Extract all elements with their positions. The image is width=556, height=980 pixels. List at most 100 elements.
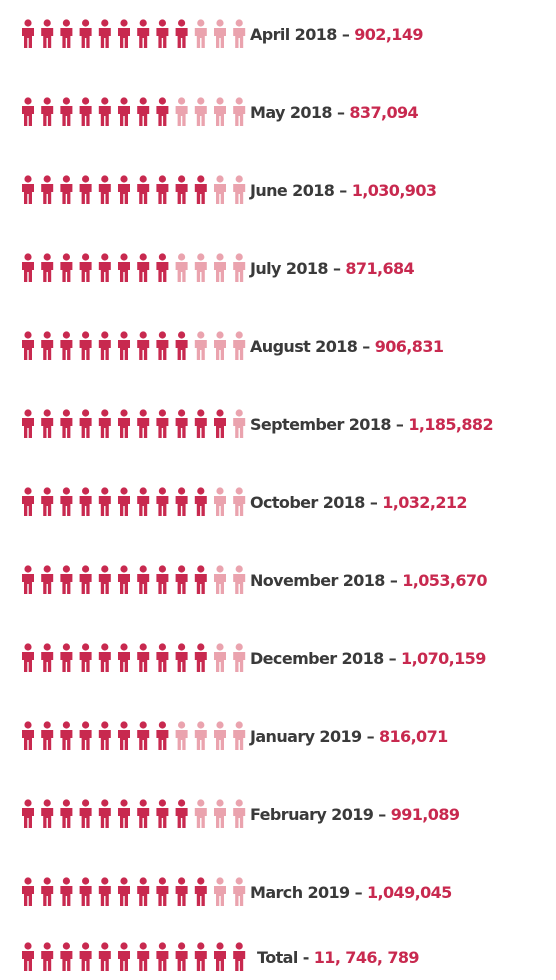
icon-body (214, 652, 226, 672)
person-icon (98, 253, 111, 282)
icon-body (156, 184, 169, 204)
icon-head (82, 487, 90, 495)
icon-body (41, 184, 54, 204)
icon-head (24, 721, 32, 729)
icon-head (120, 253, 128, 261)
icon-head (120, 19, 128, 27)
icon-body (60, 28, 73, 48)
icon-head (120, 331, 128, 339)
person-icon (22, 487, 34, 516)
person-icon (117, 487, 130, 516)
icon-head (82, 331, 90, 339)
icon-head (178, 565, 186, 573)
person-icon (117, 565, 130, 594)
person-icon (22, 97, 34, 126)
icon-head (139, 331, 147, 339)
icon-head (101, 331, 109, 339)
icon-head (197, 799, 205, 807)
icon-head (43, 253, 51, 261)
icon-head (216, 565, 224, 573)
person-icon (214, 799, 226, 828)
icon-body (137, 730, 150, 750)
icon-body (117, 886, 130, 906)
icon-head (139, 565, 147, 573)
person-icon (98, 565, 111, 594)
row-name: April 2018 (250, 25, 337, 44)
person-icon (156, 799, 169, 828)
icon-body (117, 262, 130, 282)
icon-head (43, 942, 51, 950)
row-separator: - (303, 948, 309, 967)
icon-body (194, 951, 207, 971)
person-icon (98, 97, 111, 126)
icon-body (156, 574, 169, 594)
icon-head (82, 253, 90, 261)
icon-body (117, 340, 130, 360)
icon-head (139, 643, 147, 651)
icon-head (62, 97, 70, 105)
icon-body (137, 106, 150, 126)
icon-head (178, 253, 186, 261)
icon-head (158, 799, 166, 807)
row-separator: – (337, 103, 345, 122)
icon-head (178, 409, 186, 417)
icon-body (194, 106, 207, 126)
icon-head (197, 877, 205, 885)
person-icon (60, 253, 73, 282)
icon-body (175, 886, 188, 906)
icon-head (43, 565, 51, 573)
icon-head (43, 721, 51, 729)
person-icon (60, 19, 73, 48)
person-icon (194, 253, 207, 282)
icon-head (82, 19, 90, 27)
row-value: 816,071 (379, 727, 448, 746)
row-separator: – (333, 259, 341, 278)
person-icon (22, 331, 34, 360)
icon-head (216, 799, 224, 807)
person-icon (137, 175, 150, 204)
icon-body (98, 886, 111, 906)
person-icon (79, 175, 92, 204)
person-icon (214, 643, 226, 672)
icon-body (79, 496, 92, 516)
person-icon (41, 19, 54, 48)
row-name: October 2018 (250, 493, 365, 512)
icon-body (98, 574, 111, 594)
row-name: January 2019 (249, 727, 362, 746)
icon-head (197, 331, 205, 339)
icon-body (233, 730, 246, 750)
person-icon (60, 97, 73, 126)
icon-head (24, 643, 32, 651)
icon-body (214, 730, 226, 750)
icon-body (79, 574, 92, 594)
icon-body (194, 28, 207, 48)
person-icon (214, 565, 226, 594)
icon-head (235, 799, 243, 807)
icon-body (214, 496, 226, 516)
icon-head (197, 409, 205, 417)
icon-body (22, 951, 34, 971)
person-icon (233, 487, 246, 516)
person-icon (156, 19, 169, 48)
icon-head (235, 253, 243, 261)
icon-head (158, 942, 166, 950)
icon-body (79, 184, 92, 204)
icon-head (139, 19, 147, 27)
icon-body (194, 340, 207, 360)
icon-body (156, 496, 169, 516)
icon-body (117, 496, 130, 516)
person-icon (194, 721, 207, 750)
icon-head (82, 565, 90, 573)
icon-body (41, 951, 54, 971)
person-icon (117, 175, 130, 204)
icon-head (216, 643, 224, 651)
person-icon (79, 799, 92, 828)
icon-body (214, 28, 226, 48)
icon-body (117, 184, 130, 204)
icon-body (41, 262, 54, 282)
icon-head (197, 253, 205, 261)
person-icon (98, 331, 111, 360)
person-icon (233, 942, 246, 971)
icon-head (216, 253, 224, 261)
icon-body (137, 184, 150, 204)
